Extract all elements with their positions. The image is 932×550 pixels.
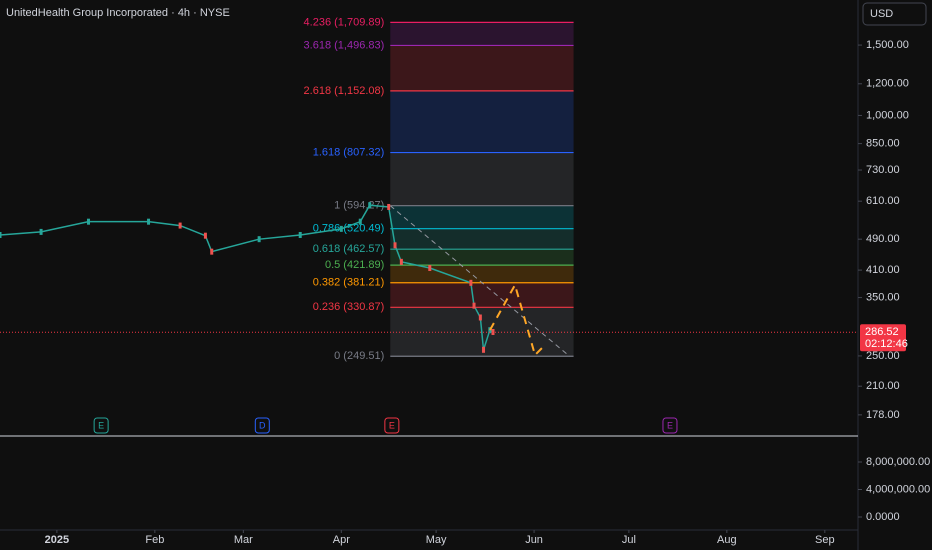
y-tick-label: 1,500.00: [866, 39, 909, 51]
candle: [469, 279, 473, 286]
y-tick-label: 178.00: [866, 409, 900, 421]
y-tick-label: 410.00: [866, 264, 900, 276]
countdown: 02:12:46: [865, 338, 908, 350]
candle: [478, 314, 482, 321]
candle: [482, 346, 486, 353]
y-tick-label: 1,000.00: [866, 109, 909, 121]
currency-label[interactable]: USD: [870, 8, 893, 20]
fib-zone: [390, 152, 574, 206]
fib-zone: [390, 22, 574, 46]
event-label: E: [98, 420, 104, 430]
fib-label: 4.236 (1,709.89): [304, 16, 385, 28]
x-tick-label: Sep: [815, 534, 835, 546]
fib-zone: [390, 90, 574, 153]
y-tick-label: 610.00: [866, 195, 900, 207]
fib-zone: [390, 265, 574, 283]
x-tick-label: 2025: [45, 534, 69, 546]
volume-tick-label: 8,000,000.00: [866, 456, 930, 468]
volume-tick-label: 4,000,000.00: [866, 483, 930, 495]
x-tick-label: Mar: [234, 534, 253, 546]
candle: [339, 225, 343, 232]
y-tick-label: 850.00: [866, 138, 900, 150]
candle: [298, 231, 302, 238]
candle: [39, 228, 43, 235]
event-marker: [93, 417, 109, 434]
event-marker: [384, 417, 400, 434]
plot: 1,500.00 1,200.00 1,000.00 850.00 730.00 610.…: [0, 16, 930, 546]
y-tick-label: 350.00: [866, 291, 900, 303]
event-marker: [662, 417, 678, 434]
candle: [393, 242, 397, 249]
fib-label: 1.618 (807.32): [313, 146, 385, 158]
x-tick-label: Aug: [717, 534, 737, 546]
candle: [387, 203, 391, 210]
y-tick-label: 1,200.00: [866, 78, 909, 90]
candle: [488, 327, 492, 334]
candle: [399, 258, 403, 265]
event-label: D: [259, 420, 266, 430]
event-label: E: [667, 420, 673, 430]
fib-zone: [390, 205, 574, 229]
fib-label: 0 (249.51): [334, 350, 384, 362]
x-tick-label: Apr: [333, 534, 350, 546]
x-tick-label: Feb: [145, 534, 164, 546]
candle: [203, 232, 207, 239]
y-tick-label: 490.00: [866, 233, 900, 245]
y-tick-label: 210.00: [866, 380, 900, 392]
candle: [147, 218, 151, 225]
fib-label: 0.382 (381.21): [313, 277, 385, 289]
candle: [210, 248, 214, 255]
y-tick-label: 730.00: [866, 164, 900, 176]
fib-label: 0.5 (421.89): [325, 259, 384, 271]
fib-trend: [389, 205, 570, 357]
event-marker: [254, 417, 270, 434]
last-price-box: [860, 324, 906, 352]
projection: [489, 282, 546, 357]
chart-title: UnitedHealth Group Incorporated · 4h · N…: [6, 7, 230, 19]
fib-zone: [390, 228, 574, 250]
fib-zone: [390, 282, 574, 308]
x-tick-label: Jun: [525, 534, 543, 546]
fib-label: 0.236 (330.87): [313, 301, 385, 313]
volume-tick-label: 0.0000: [866, 511, 900, 523]
candle: [428, 265, 432, 272]
fib-zone: [390, 45, 574, 91]
y-tick-label: 250.00: [866, 350, 900, 362]
fib-label: 3.618 (1,496.83): [304, 39, 385, 51]
candle: [178, 222, 182, 229]
currency-button[interactable]: [862, 2, 927, 26]
candle: [86, 218, 90, 225]
fib-label: 0.786 (520.49): [313, 223, 385, 235]
event-label: E: [389, 420, 395, 430]
candle: [0, 231, 2, 238]
candle: [358, 218, 362, 225]
fib-label: 0.618 (462.57): [313, 243, 385, 255]
candle: [368, 202, 372, 209]
candle: [472, 302, 476, 309]
fib-label: 2.618 (1,152.08): [304, 85, 385, 97]
fib-label: 1 (594.27): [334, 200, 384, 212]
x-tick-label: Jul: [622, 534, 636, 546]
fib-zone: [390, 249, 574, 266]
price-line: [0, 204, 494, 351]
x-tick-label: May: [426, 534, 447, 546]
last-price-label: 286.52: [865, 326, 899, 338]
candle: [257, 236, 261, 243]
